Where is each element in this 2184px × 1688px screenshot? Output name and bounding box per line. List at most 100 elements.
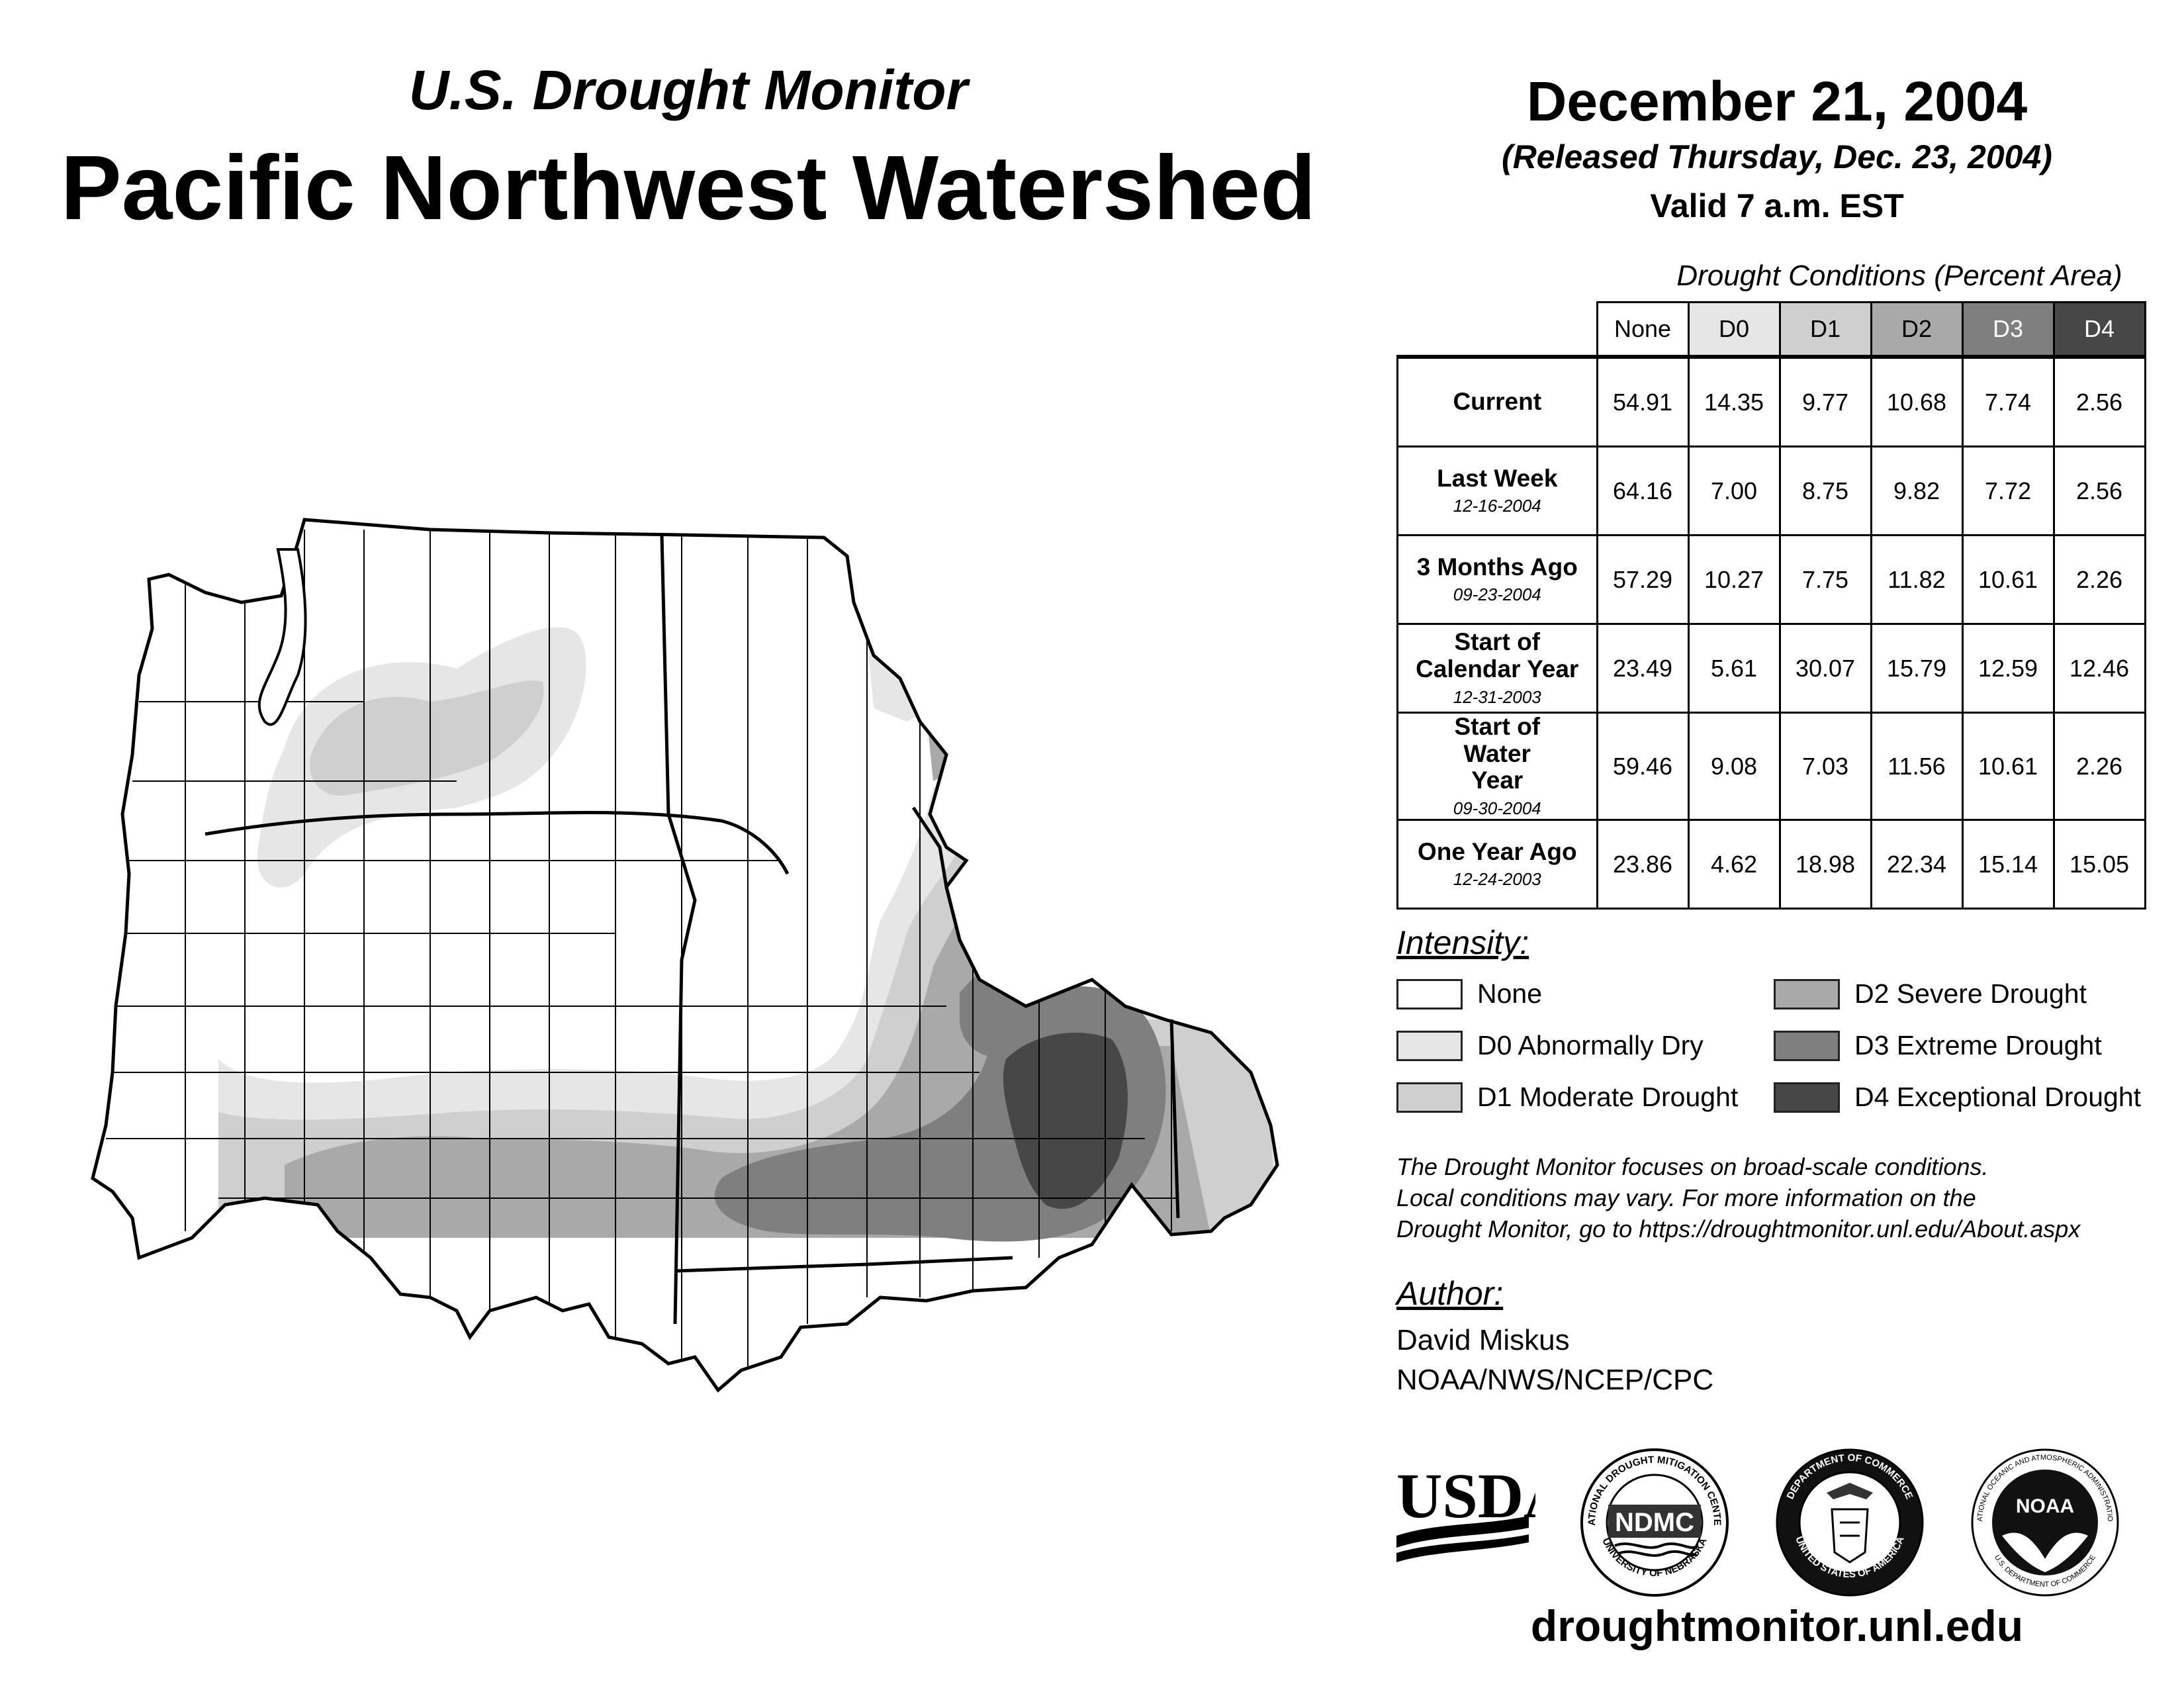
row-label-cell: Start of Water Year 09-30-2004: [1396, 711, 1598, 821]
cell: 9.08: [1687, 711, 1781, 821]
cell: 9.82: [1870, 445, 1964, 536]
ndmc-logo: NATIONAL DROUGHT MITIGATION CENTER UNIVE…: [1578, 1446, 1729, 1597]
legend-label: D4 Exceptional Drought: [1854, 1082, 2142, 1112]
author-title: Author:: [1396, 1275, 1504, 1312]
cell: 12.59: [1961, 623, 2055, 714]
note-line: Drought Monitor, go to https://droughtmo…: [1396, 1215, 2081, 1243]
row-label: 3 Months Ago: [1416, 553, 1578, 581]
row-label-cell: Last Week 12-16-2004: [1396, 445, 1598, 536]
legend-item-none: None: [1396, 978, 1542, 1009]
author-org: NOAA/NWS/NCEP/CPC: [1396, 1364, 1714, 1396]
col-d0: D0: [1687, 301, 1781, 358]
legend-label: D0 Abnormally Dry: [1477, 1030, 1704, 1060]
cell: 22.34: [1870, 819, 1964, 910]
legend-swatch: [1396, 1030, 1463, 1061]
row-label: Last Week: [1437, 464, 1558, 492]
col-d3: D3: [1961, 301, 2055, 358]
legend-item-d0: D0 Abnormally Dry: [1396, 1030, 1704, 1061]
table-row: Last Week 12-16-2004 64.16 7.00 8.75 9.82…: [1396, 445, 2146, 536]
cell: 15.05: [2052, 819, 2146, 910]
noaa-logo: NATIONAL OCEANIC AND ATMOSPHERIC ADMINIS…: [1969, 1446, 2119, 1597]
cell: 2.26: [2052, 534, 2146, 625]
row-date: 12-24-2003: [1453, 869, 1541, 890]
website-url[interactable]: droughtmonitor.unl.edu: [1530, 1601, 2024, 1650]
row-label: Current: [1453, 388, 1542, 416]
cell: 7.75: [1778, 534, 1872, 625]
map-subtitle: U.S. Drought Monitor: [408, 59, 968, 121]
legend-label: None: [1477, 978, 1543, 1009]
cell: 2.56: [2052, 445, 2146, 536]
cell: 9.77: [1778, 355, 1872, 447]
cell: 64.16: [1596, 445, 1690, 536]
row-label-cell: One Year Ago 12-24-2003: [1396, 819, 1598, 910]
cell: 8.75: [1778, 445, 1872, 536]
col-none: None: [1596, 301, 1690, 358]
table-row: 3 Months Ago 09-23-2004 57.29 10.27 7.75 …: [1396, 534, 2146, 625]
legend-label: D2 Severe Drought: [1854, 978, 2087, 1009]
legend-item-d2: D2 Severe Drought: [1774, 978, 2087, 1009]
row-label: Start of Water Year: [1454, 713, 1541, 794]
table-caption: Drought Conditions (Percent Area): [1676, 259, 2122, 292]
doc-seal-logo: DEPARTMENT OF COMMERCE UNITED STATES OF …: [1776, 1448, 1924, 1597]
valid-time: Valid 7 a.m. EST: [1650, 187, 1904, 224]
row-label: Start of Calendar Year: [1416, 628, 1579, 682]
cell: 2.56: [2052, 355, 2146, 447]
col-d1: D1: [1778, 301, 1872, 358]
map-title: Pacific Northwest Watershed: [60, 137, 1316, 239]
legend-title: Intensity:: [1396, 924, 1529, 961]
legend-item-d3: D3 Extreme Drought: [1774, 1030, 2102, 1061]
cell: 7.72: [1961, 445, 2055, 536]
drought-map: [91, 518, 1279, 1393]
cell: 23.86: [1596, 819, 1690, 910]
row-date: 12-31-2003: [1453, 686, 1541, 707]
release-date: (Released Thursday, Dec. 23, 2004): [1502, 138, 2052, 175]
legend-swatch: [1396, 978, 1463, 1009]
row-date: 09-23-2004: [1453, 585, 1541, 605]
table-row: Start of Water Year 09-30-2004 59.46 9.08…: [1396, 711, 2146, 821]
col-d2: D2: [1870, 301, 1964, 358]
cell: 18.98: [1778, 819, 1872, 910]
noaa-logo-text: NOAA: [2016, 1495, 2074, 1517]
cell: 15.14: [1961, 819, 2055, 910]
row-label-cell: Start of Calendar Year 12-31-2003: [1396, 623, 1598, 714]
cell: 4.62: [1687, 819, 1781, 910]
cell: 2.26: [2052, 711, 2146, 821]
legend-label: D3 Extreme Drought: [1854, 1030, 2102, 1060]
table-corner: [1398, 303, 1598, 357]
legend-swatch: [1774, 1030, 1840, 1061]
note-line: Local conditions may vary. For more info…: [1396, 1184, 1976, 1211]
row-label-cell: Current: [1396, 355, 1598, 447]
cell: 59.46: [1596, 711, 1690, 821]
cell: 11.56: [1870, 711, 1964, 821]
legend-item-d4: D4 Exceptional Drought: [1774, 1082, 2141, 1113]
cell: 10.27: [1687, 534, 1781, 625]
row-label-cell: 3 Months Ago 09-23-2004: [1396, 534, 1598, 625]
cell: 15.79: [1870, 623, 1964, 714]
cell: 11.82: [1870, 534, 1964, 625]
cell: 10.61: [1961, 534, 2055, 625]
map-date: December 21, 2004: [1526, 70, 2028, 132]
row-date: 09-30-2004: [1453, 798, 1541, 819]
cell: 12.46: [2052, 623, 2146, 714]
cell: 10.61: [1961, 711, 2055, 821]
cell: 54.91: [1596, 355, 1690, 447]
cell: 10.68: [1870, 355, 1964, 447]
table-row: Current 54.91 14.35 9.77 10.68 7.74 2.56: [1396, 355, 2146, 447]
col-d4: D4: [2052, 301, 2146, 358]
cell: 5.61: [1687, 623, 1781, 714]
legend-label: D1 Moderate Drought: [1477, 1082, 1739, 1112]
cell: 14.35: [1687, 355, 1781, 447]
legend-swatch: [1774, 1082, 1840, 1113]
cell: 7.03: [1778, 711, 1872, 821]
table-row: One Year Ago 12-24-2003 23.86 4.62 18.98 …: [1396, 819, 2146, 910]
ndmc-logo-text: NDMC: [1615, 1508, 1694, 1537]
author-name: David Miskus: [1396, 1324, 1570, 1356]
drought-stats-table: None D0 D1 D2 D3 D4 Current 54.91 14.35 …: [1396, 301, 2146, 910]
cell: 23.49: [1596, 623, 1690, 714]
cell: 7.00: [1687, 445, 1781, 536]
row-date: 12-16-2004: [1453, 496, 1541, 516]
cell: 57.29: [1596, 534, 1690, 625]
note-line: The Drought Monitor focuses on broad-sca…: [1396, 1153, 1989, 1180]
legend-item-d1: D1 Moderate Drought: [1396, 1082, 1738, 1113]
